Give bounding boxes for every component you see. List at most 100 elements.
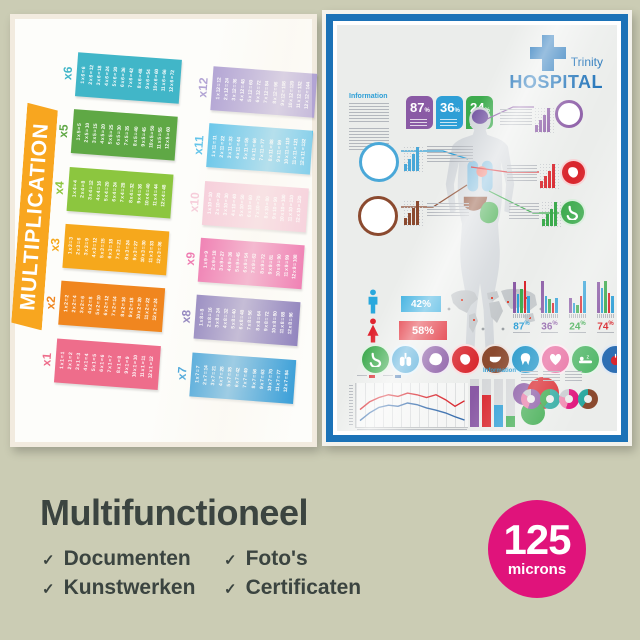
table-entry: 12 x 9 = 108 [291, 254, 299, 279]
table-entry: 3 x 10 = 30 [222, 193, 231, 216]
table-entry: 9 x 5 = 45 [140, 126, 148, 147]
thickness-unit: microns [507, 560, 567, 578]
table-entry: 7 x 1 = 7 [107, 355, 115, 373]
table-entry: 10 x 11 = 110 [283, 137, 292, 165]
table-entry: 5 x 5 = 25 [107, 124, 116, 145]
table-entry: 5 x 9 = 45 [234, 252, 243, 273]
table-entry: 12 x 5 = 60 [164, 127, 172, 150]
heart-organ-mini-chart [539, 163, 561, 189]
table-entry: 6 x 2 = 12 [103, 296, 111, 317]
table-entry: 9 x 1 = 9 [123, 356, 131, 374]
hospital-poster-content: Trinity HOSPITAL Information 87%36%24% [337, 25, 617, 431]
female-percentage: 58% [399, 321, 447, 340]
table-label: x11 [191, 134, 207, 155]
table-entry: 9 x 8 = 72 [262, 312, 271, 332]
table-entry: 3 x 12 = 36 [231, 78, 239, 102]
table-entry: 1 x 2 = 2 [63, 294, 71, 312]
table-entry: 4 x 6 = 24 [104, 66, 112, 87]
liver-circle-icon [358, 196, 398, 236]
table-block: 1 x 12 = 12 2 x 12 = 24 3 x 12 = 36 4 x 12 … [210, 66, 318, 118]
table-entry: 4 x 3 = 12 [91, 238, 99, 258]
table-entry: 4 x 11 = 44 [235, 136, 243, 159]
placeholder-text [507, 165, 537, 181]
table-block: 1 x 11 = 11 2 x 11 = 22 3 x 11 = 33 4 x 11 … [206, 123, 314, 175]
table-label: x8 [178, 308, 194, 324]
check-icon: ✓ [42, 551, 55, 569]
table-label: x7 [174, 366, 190, 381]
feature-label: Foto's [245, 546, 308, 570]
table-entry: 11 x 4 = 44 [151, 183, 160, 206]
table-entry: 8 x 6 = 48 [136, 68, 144, 89]
product-heading: Multifunctioneel [40, 492, 308, 533]
lungs-circle-icon [359, 142, 399, 182]
table-entry: 2 x 3 = 6 [75, 238, 83, 256]
table-label: x12 [195, 77, 211, 99]
table-entry: 8 x 7 = 56 [250, 368, 259, 389]
table-entry: 9 x 7 = 63 [258, 369, 267, 390]
feature-label: Documenten [63, 546, 191, 570]
table-entry: 1 x 12 = 12 [215, 77, 223, 100]
table-entry: 1 x 3 = 3 [67, 237, 75, 255]
table-entry: 8 x 1 = 8 [115, 355, 123, 374]
column-track [470, 379, 479, 427]
brain-badge-icon [420, 344, 451, 375]
table-entry: 4 x 10 = 40 [230, 193, 239, 216]
table-entry: 12 x 8 = 96 [286, 312, 295, 335]
table-entry: 6 x 1 = 6 [99, 354, 107, 373]
table-entry: 6 x 4 = 24 [111, 182, 120, 202]
brain-mini-chart [534, 107, 556, 133]
line-chart-y-axis [349, 385, 353, 425]
table-entry: 8 x 2 = 16 [119, 297, 127, 318]
table-entry: 9 x 9 = 81 [267, 254, 275, 275]
table-entry: 6 x 3 = 18 [107, 239, 115, 260]
table-entry: 4 x 7 = 28 [218, 366, 226, 387]
table-entry: 1 x 10 = 10 [206, 191, 215, 215]
thickness-value: 125 [503, 516, 571, 564]
table-entry: 5 x 7 = 35 [226, 366, 234, 387]
placeholder-text [427, 203, 469, 217]
table-entry: 1 x 8 = 8 [198, 308, 206, 326]
world-map [447, 288, 543, 333]
table-entry: 7 x 5 = 35 [124, 125, 132, 146]
table-entry: 6 x 7 = 42 [234, 367, 242, 388]
table-entry: 5 x 11 = 55 [243, 137, 251, 160]
table-entry: 9 x 10 = 90 [271, 196, 279, 219]
table-entry: 8 x 5 = 40 [132, 126, 140, 146]
table-entry: 3 x 5 = 15 [91, 123, 100, 143]
table-entry: 1 x 7 = 7 [194, 365, 202, 384]
bar-group-36: 36% [541, 279, 558, 334]
table-entry: 4 x 12 = 48 [239, 79, 247, 102]
table-entry: 2 x 9 = 18 [210, 250, 219, 271]
table-entry: 2 x 4 = 8 [79, 180, 87, 199]
multiplication-table-x10: x10 1 x 10 = 10 2 x 10 = 20 3 x 10 = 30 4 x … [187, 179, 309, 233]
table-label: x3 [47, 237, 63, 253]
table-entry: 4 x 8 = 32 [222, 309, 231, 329]
table-entry: 8 x 4 = 32 [127, 183, 136, 204]
column-track [494, 379, 503, 427]
male-percentage: 42% [401, 296, 441, 312]
table-entry: 2 x 2 = 4 [71, 295, 79, 313]
table-entry: 12 x 4 = 48 [160, 184, 168, 207]
table-entry: 2 x 6 = 12 [87, 65, 96, 86]
table-entry: 4 x 5 = 20 [99, 123, 108, 144]
table-entry: 1 x 5 = 5 [75, 123, 83, 141]
feature-label: Kunstwerken [63, 575, 196, 599]
table-entry: 11 x 7 = 77 [274, 369, 283, 392]
table-entry: 3 x 9 = 27 [218, 251, 227, 272]
table-entry: 9 x 11 = 99 [275, 139, 283, 162]
table-entry: 5 x 6 = 30 [112, 67, 120, 87]
table-entry: 6 x 12 = 72 [255, 80, 263, 103]
table-entry: 12 x 10 = 120 [295, 195, 304, 224]
check-icon: ✓ [42, 580, 55, 598]
placeholder-text-columns [521, 371, 582, 383]
table-entry: 9 x 12 = 108 [279, 81, 288, 106]
donut-chart [540, 389, 560, 409]
table-entry: 10 x 1 = 10 [131, 354, 139, 377]
